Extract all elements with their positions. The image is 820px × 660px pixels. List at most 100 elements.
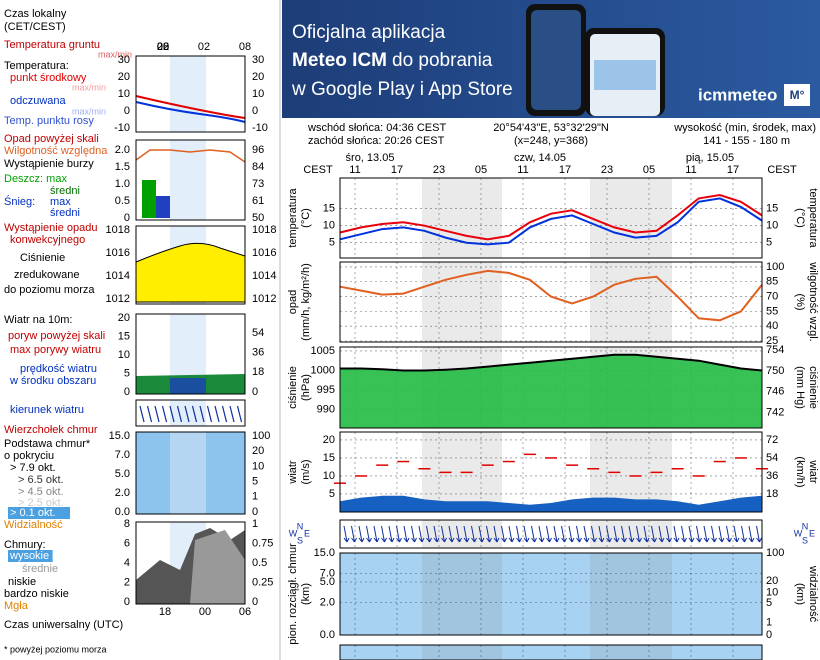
mini-frame: [135, 521, 246, 605]
mini-tick-label: -10: [114, 122, 130, 134]
wind-arrow: [478, 525, 485, 543]
mini-tick-label: 1018: [252, 224, 276, 236]
y2-tick-label: 40: [766, 320, 778, 332]
panel-bg: [340, 262, 762, 342]
mini-tick-label: 0: [124, 105, 130, 117]
mini-tick-label: 1016: [252, 247, 276, 259]
mini-arrow: [184, 405, 190, 423]
legend-text: (CET/CEST): [4, 21, 66, 33]
mini-tick-label: 50: [252, 212, 264, 224]
series-line: [339, 197, 763, 246]
y-tick-label: 7.0: [320, 567, 335, 579]
bottom-bg: [340, 645, 762, 660]
wind-arrow: [591, 525, 597, 543]
legend-text: > 2.5 okt.: [18, 497, 64, 509]
mini-tick-label: 20: [252, 71, 264, 83]
legend-text: do poziomu morza: [4, 284, 95, 296]
mini-frame: [135, 431, 246, 515]
pressure-line: [340, 353, 763, 372]
wind-arrow: [621, 525, 627, 543]
legend-text: Śnieg:: [4, 195, 35, 208]
y2-tick-label: 18: [766, 488, 778, 500]
legend-text: Ciśnienie: [20, 252, 65, 264]
wind-arrow: [658, 525, 665, 543]
date-label: śro, 13.05: [346, 152, 395, 164]
wind-arrow: [448, 525, 455, 543]
mini-tick-label: 0.25: [252, 576, 273, 588]
legend-text: Deszcz: max: [4, 173, 67, 185]
mini-tick-label: 10: [118, 349, 130, 361]
mini-bottom: 18: [159, 606, 171, 618]
night-band: [590, 178, 672, 258]
mini-tick-label: 0: [252, 506, 258, 518]
wind-arrow: [351, 525, 357, 543]
wind-arrow: [396, 525, 402, 543]
compass-left: E: [304, 528, 310, 538]
y2-tick-label: 25: [766, 335, 778, 347]
mini-top: 08: [239, 41, 251, 53]
mini-arrow: [154, 405, 160, 423]
y-tick-label: 20: [323, 434, 335, 446]
y2-axis-label: wiatr: [807, 459, 819, 484]
legend-text: Mgła: [4, 600, 29, 612]
legend-highlight: [8, 550, 53, 562]
hour-label: 23: [601, 164, 613, 176]
mini-clouds-hi: [190, 530, 245, 604]
legend-text: niskie: [8, 576, 36, 588]
mini-tick-label: 4: [124, 557, 130, 569]
wind-arrow: [373, 525, 380, 543]
compass-left: N: [297, 521, 304, 531]
wind-arrow: [673, 525, 680, 543]
wind-arrow: [561, 525, 567, 543]
wind-arrow: [486, 525, 492, 543]
legend-text: max porywy wiatru: [10, 344, 101, 356]
y-tick-label: 15: [323, 203, 335, 215]
wind-area: [340, 495, 762, 512]
mini-tick-label: 1.0: [115, 178, 130, 190]
y-tick-label: 10: [323, 470, 335, 482]
y2-axis-label: temperatura: [807, 188, 819, 248]
mini-arrow: [199, 405, 205, 423]
y-tick-label: 1005: [311, 345, 335, 357]
mini-rain: [142, 180, 156, 218]
mini-arrow: [214, 405, 220, 423]
mini-wind-core: [170, 378, 206, 394]
y-tick-label: 5: [329, 237, 335, 249]
panel-frame: [339, 177, 763, 259]
wind-arrow: [636, 525, 642, 543]
legend-text: odczuwana: [10, 95, 67, 107]
y-tick-label: 5: [329, 488, 335, 500]
mini-arrow: [206, 405, 213, 423]
hour-label: 17: [727, 164, 739, 176]
hour-label: 05: [643, 164, 655, 176]
y2-tick-label: 10: [766, 586, 778, 598]
mini-tick-label: 96: [252, 144, 264, 156]
hour-label: 11: [685, 164, 696, 176]
mini-tick-label: 0: [252, 105, 258, 117]
sunset: zachód słońca: 20:26 CEST: [308, 135, 445, 147]
legend-text: zredukowane: [14, 269, 79, 281]
hour-label: 17: [559, 164, 571, 176]
legend-text: Temperatura gruntu: [4, 39, 100, 51]
y-axis-label: ciśnienie: [287, 366, 299, 409]
y2-tick-label: 15: [766, 203, 778, 215]
mini-frame: [135, 139, 246, 221]
mini-tick-label: 0.0: [115, 506, 130, 518]
y-tick-label: 15: [323, 452, 335, 464]
wind-arrow: [726, 525, 732, 543]
legend-text: bardzo niskie: [4, 588, 69, 600]
wind-arrow: [538, 525, 545, 543]
mini-tick-label: 30: [252, 54, 264, 66]
mini-tick-label: 0: [124, 596, 130, 608]
y2-tick-label: 70: [766, 290, 778, 302]
banner-line1: Oficjalna aplikacja: [292, 22, 446, 43]
night-band: [422, 178, 502, 258]
legend-text: Opad powyżej skali: [4, 133, 99, 145]
wind-arrow: [516, 525, 522, 543]
wind-arrow: [381, 525, 387, 543]
panel-frame: [339, 261, 763, 343]
mini-tick-label: 61: [252, 195, 264, 207]
mini-tick-label: 5: [252, 476, 258, 488]
wind-arrow: [343, 525, 350, 543]
mini-tick-label: 1.5: [115, 161, 130, 173]
